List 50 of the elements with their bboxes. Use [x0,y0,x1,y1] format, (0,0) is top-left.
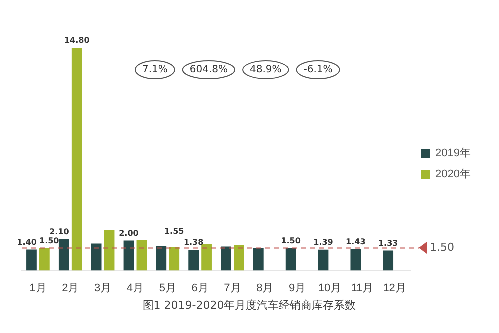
data-label: 1.43 [346,237,366,246]
data-label: 14.80 [64,36,90,46]
x-tick-label: 6月 [192,282,209,294]
annotation: -6.1% [304,64,333,76]
bar [202,244,212,271]
bar [58,239,70,271]
x-tick-label: 5月 [159,282,176,294]
x-tick-label: 9月 [289,282,306,294]
annotation: 7.1% [142,64,168,76]
data-label: 1.39 [314,238,334,247]
annotation: 48.9% [250,64,282,76]
x-tick-label: 11月 [351,282,374,294]
ref-line-label: 1.50 [430,241,455,254]
x-tick-label: 12月 [383,282,406,294]
bar [40,248,50,271]
bar [234,245,244,271]
bar [104,230,115,271]
bar [169,247,180,271]
data-label: 1.55 [164,227,185,236]
bar [318,250,329,271]
data-label: 2.10 [50,227,70,236]
legend-label: 2020年 [436,168,472,181]
bar [156,246,167,271]
data-label: 1.40 [17,238,38,247]
bar [72,48,82,271]
x-tick-label: 1月 [30,282,47,294]
bar [91,244,102,271]
x-tick-label: 3月 [94,282,112,294]
x-tick-label: 8月 [256,282,274,294]
x-tick-label: 10月 [318,282,342,294]
x-tick-label: 4月 [126,282,144,294]
bar [136,240,148,271]
data-label: 2.00 [119,228,140,238]
bar [124,240,134,271]
x-tick-label: 2月 [62,282,80,294]
bar [26,250,37,271]
data-label: 1.38 [184,238,204,248]
bar [253,248,264,271]
bar [350,249,362,271]
legend-label: 2019年 [436,148,472,160]
data-label: 1.33 [378,238,398,248]
bar [188,250,200,271]
data-label: 1.50 [40,236,60,246]
bar [221,246,232,271]
x-tick-label: 7月 [224,282,242,294]
text: 图1 2019-2020年月度汽车经销商库存系数 [142,298,358,313]
bar [286,248,296,271]
data-label: 1.50 [281,236,302,246]
annotation: 604.8% [190,64,228,76]
bar [383,250,394,271]
